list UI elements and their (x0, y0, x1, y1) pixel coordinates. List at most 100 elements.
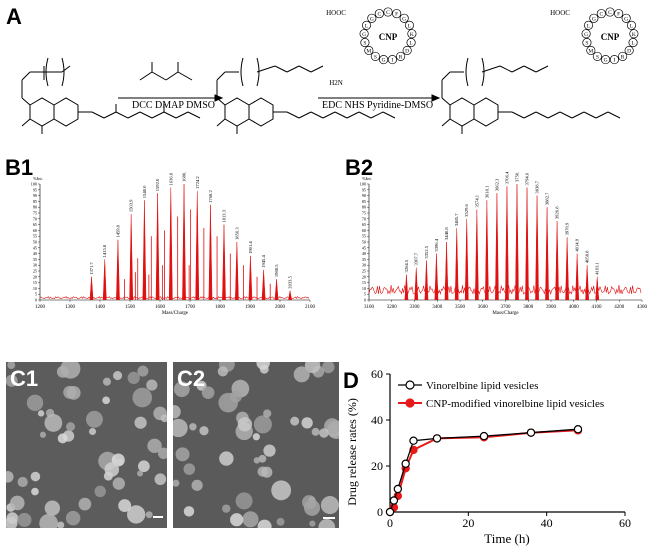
spectrum-y-tick-label: 65 (362, 222, 366, 227)
spectrum-peak-label: 1371.7 (89, 261, 94, 274)
spectrum-x-axis-label: Mass/Charge (162, 311, 189, 316)
vesicle-particle (237, 417, 253, 432)
spectrum-x-tick-label: 1200 (35, 305, 46, 310)
legend-marker-1 (405, 380, 415, 390)
spectrum-y-tick-label: 20 (33, 274, 37, 279)
vesicle-particle (217, 366, 229, 377)
spectrum-peak (116, 239, 120, 301)
spectrum-y-tick-label: 25 (362, 269, 366, 274)
vesicle-particle (113, 371, 123, 381)
spectrum-y-tick-label: 40 (362, 251, 366, 256)
peptide-residue-circle (583, 20, 594, 30)
legend-label-2: CNP-modified vinorelbine lipid vesicles (426, 398, 604, 410)
vesicle-particle (44, 414, 63, 432)
vesicle-particle (37, 410, 45, 417)
spectrum-x-tick-label: 3600 (478, 305, 489, 310)
spectrum-peak-label: 3882.7 (545, 192, 550, 205)
peptide-residue-circle (407, 29, 417, 39)
peptide-residue-label: K (632, 32, 636, 38)
spectrum-peak (168, 187, 173, 301)
peptide-residue-label: G (604, 58, 608, 64)
vesicle-particle (104, 462, 120, 477)
spectrum-peak-label: 1415.8 (102, 244, 107, 257)
vesicle-particle (157, 447, 167, 460)
spectrum-peak-label: 4103.1 (595, 261, 600, 274)
vesicle-particle (44, 500, 61, 516)
vesicle-particle (6, 374, 18, 387)
spectrum-x-tick-label: 4000 (569, 305, 580, 310)
spectrum-y-tick-label: 90 (362, 193, 366, 198)
peptide-residue-label: M (588, 48, 593, 54)
spectrum-y-tick-label: 70 (362, 216, 366, 221)
peptide-residue-circle (370, 51, 380, 61)
vesicle-particle (230, 513, 244, 527)
spectrum-peak (89, 276, 94, 301)
vesicle-particle (252, 433, 260, 441)
spectrum-peak-label: 1724.2 (195, 176, 200, 189)
vesicle-particle (10, 495, 25, 511)
vesicle-particle (311, 427, 320, 436)
vesicle-particle (39, 513, 59, 528)
vesicle-particle (17, 512, 32, 527)
reagent-step-2: EDC NHS Pyridine-DMSO (322, 100, 434, 111)
spectrum-peak (475, 209, 479, 301)
vesicle-particle (253, 457, 261, 464)
spectrum-peak-label: 3307.7 (414, 252, 419, 265)
release-chart-y-tick-label: 0 (377, 505, 383, 519)
spectrum-peak (495, 193, 499, 301)
peptide-residue-circle (360, 38, 370, 48)
spectrum-peak (182, 183, 186, 301)
vesicle-particle (293, 366, 310, 383)
vesicle-particle (57, 433, 68, 444)
spectrum-peak (129, 214, 134, 301)
vesicle-particle (173, 479, 180, 487)
peptide-residue-label: R (621, 54, 625, 60)
mass-spectrum-b1: %Int.05101520253035404550556065707580859… (31, 172, 316, 316)
panel-label-b1: B1 (5, 155, 34, 180)
vesicle-particle (118, 499, 132, 513)
spectrum-peak-label: 1548.0 (142, 185, 147, 198)
spectrum-peak (404, 274, 409, 301)
spectrum-y-tick-label: 55 (33, 234, 37, 239)
cooh-label-2: HOOC (550, 9, 570, 17)
panel-label-a: A (6, 4, 22, 29)
vesicle-particle (154, 473, 167, 486)
spectrum-peak (248, 255, 253, 301)
spectrum-peak-label: 4058.8 (585, 250, 590, 263)
peptide-residue-circle (359, 29, 369, 39)
spectrum-peak-label: 1988.5 (274, 264, 279, 277)
vesicle-particle (222, 504, 231, 513)
vesicle-particle (66, 386, 81, 400)
spectrum-peak-label: 3352.5 (424, 245, 429, 258)
spectrum-peak-label: 1768.2 (208, 190, 213, 203)
spectrum-peak (575, 253, 579, 301)
spectrum-peak-label: 4014.9 (575, 238, 580, 251)
reaction-arrow-2-head (431, 94, 441, 102)
peptide-residue-label: L (631, 41, 635, 47)
vesicle-particle (199, 426, 209, 436)
release-series-point-1 (409, 436, 418, 445)
vesicle-particle (94, 485, 106, 498)
spectrum-y-tick-label: 15 (362, 280, 366, 285)
spectrum-x-tick-label: 3300 (410, 305, 421, 310)
spectrum-x-tick-label: 2000 (275, 305, 286, 310)
spectrum-y-tick-label: 45 (33, 245, 37, 250)
release-series-point-1 (401, 459, 410, 468)
spectrum-peak-label: 3838.7 (535, 180, 540, 193)
vesicle-particle (31, 487, 39, 496)
peptide-residue-label: S (374, 54, 377, 60)
spectrum-peak-label: 3662.3 (494, 178, 499, 191)
spectrum-y-tick-label: 70 (33, 216, 37, 221)
vesicle-particle (258, 454, 267, 463)
peptide-residue-circle (374, 9, 384, 19)
spectrum-y-tick-label: 60 (33, 228, 37, 233)
release-series-point-1 (526, 428, 536, 437)
peptide-residue-label: L (630, 23, 634, 29)
vesicle-particle (183, 463, 196, 475)
spectrum-y-tick-label: 45 (362, 245, 366, 250)
spectrum-y-tick-label: 20 (362, 274, 366, 279)
spectrum-baseline (39, 295, 310, 300)
mass-spectrum-b2: %Int.05101520253035404550556065707580859… (360, 172, 648, 316)
cnp-label-2: CNP (601, 32, 620, 42)
spectrum-y-tick-label: 35 (33, 257, 37, 262)
